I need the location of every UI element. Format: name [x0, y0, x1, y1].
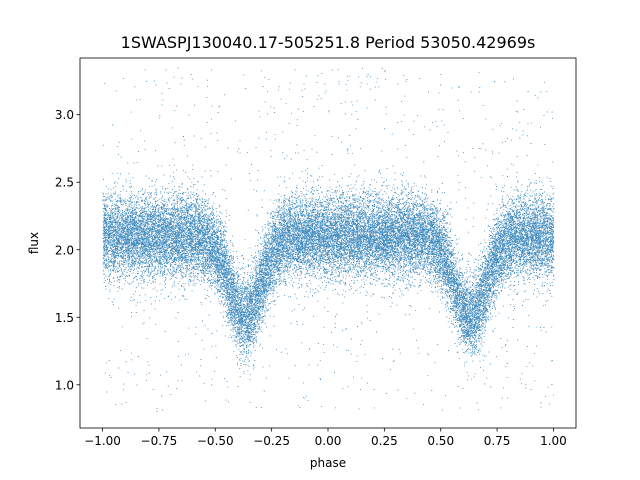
- y-tick-label: 3.0: [55, 108, 74, 122]
- scatter-points: [102, 67, 555, 412]
- y-tick-label: 1.5: [55, 311, 74, 325]
- x-tick-label: −0.75: [141, 434, 178, 448]
- x-tick-label: 0.00: [315, 434, 342, 448]
- x-tick-label: 1.00: [540, 434, 567, 448]
- x-tick-label: −0.25: [253, 434, 290, 448]
- y-axis-ticks: 1.0 1.5 2.0 2.5 3.0: [55, 108, 80, 392]
- y-tick-label: 1.0: [55, 378, 74, 392]
- x-tick-label: 0.50: [427, 434, 454, 448]
- y-tick-label: 2.0: [55, 243, 74, 257]
- x-axis-ticks: −1.00 −0.75 −0.50 −0.25 0.00 0.25 0.50 0.75 1.00: [84, 428, 567, 448]
- x-tick-label: −1.00: [84, 434, 121, 448]
- x-tick-label: 0.75: [484, 434, 511, 448]
- y-tick-label: 2.5: [55, 176, 74, 190]
- x-axis-label: phase: [310, 456, 346, 470]
- x-tick-label: 0.25: [371, 434, 398, 448]
- x-tick-label: −0.50: [197, 434, 234, 448]
- chart-title: 1SWASPJ130040.17-505251.8 Period 53050.4…: [121, 33, 536, 52]
- scatter-point: [102, 67, 555, 412]
- y-axis-label: flux: [27, 232, 41, 254]
